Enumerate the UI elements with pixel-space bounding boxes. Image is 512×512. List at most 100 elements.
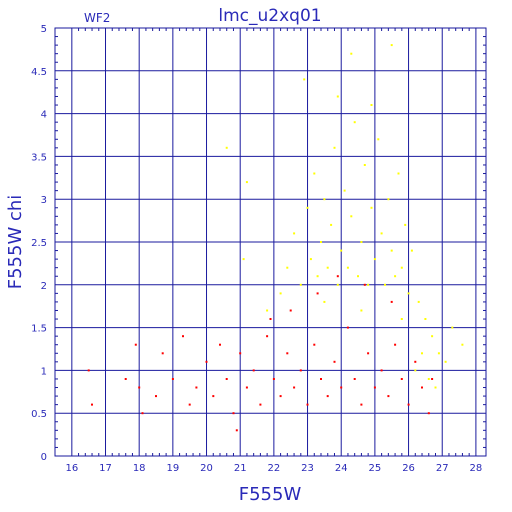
yellow-point xyxy=(350,52,353,55)
yellow-point xyxy=(286,266,289,269)
y-tick-labels: 0 0.5 1 1.5 2 2.5 3 3.5 4 4.5 5 xyxy=(31,24,47,463)
red-point xyxy=(390,300,393,303)
yellow-point xyxy=(404,223,407,226)
red-point xyxy=(407,403,410,406)
red-point xyxy=(87,369,90,372)
red-point xyxy=(380,369,383,372)
x-tick-label: 17 xyxy=(99,463,112,474)
yellow-point xyxy=(414,369,417,372)
yellow-point xyxy=(316,275,319,278)
red-point xyxy=(299,369,302,372)
yellow-point xyxy=(309,258,312,261)
red-point xyxy=(313,343,316,346)
yellow-point xyxy=(293,232,296,235)
yellow-point xyxy=(336,95,339,98)
yellow-point xyxy=(377,138,380,141)
red-point xyxy=(421,386,423,389)
red-point xyxy=(161,352,164,355)
red-point xyxy=(367,352,370,355)
y-tick-label: 1.5 xyxy=(31,324,47,335)
red-point xyxy=(336,275,339,278)
red-point xyxy=(141,412,144,415)
x-tick-labels: 16 17 18 19 20 21 22 23 24 25 26 27 28 xyxy=(65,463,482,474)
y-tick-label: 0 xyxy=(41,452,47,463)
y-tick-label: 3.5 xyxy=(31,152,47,163)
yellow-point xyxy=(380,232,383,235)
red-point xyxy=(427,412,430,415)
red-point xyxy=(232,412,235,415)
yellow-point xyxy=(410,249,413,252)
yellow-point xyxy=(346,266,349,269)
yellow-point xyxy=(397,172,400,175)
yellow-point xyxy=(225,146,228,149)
yellow-point xyxy=(303,78,306,81)
red-point xyxy=(205,360,208,363)
yellow-point xyxy=(340,249,343,252)
y-tick-label: 1 xyxy=(41,366,47,377)
yellow-point xyxy=(417,300,420,303)
yellow-point xyxy=(373,258,376,261)
yellow-point xyxy=(427,378,430,380)
x-tick-label: 21 xyxy=(234,463,247,474)
yellow-point xyxy=(400,318,403,320)
yellow-point xyxy=(266,309,269,312)
red-point xyxy=(182,335,184,338)
red-point xyxy=(91,403,93,406)
y-tick-label: 5 xyxy=(41,24,47,35)
plot-frame xyxy=(54,27,487,457)
yellow-point xyxy=(326,266,329,269)
red-point xyxy=(289,309,292,312)
red-point xyxy=(235,429,238,432)
red-point xyxy=(225,378,228,380)
yellow-point xyxy=(394,275,397,278)
yellow-point xyxy=(343,189,346,192)
x-tick-label: 18 xyxy=(133,463,146,474)
yellow-point xyxy=(353,121,356,124)
red-point xyxy=(363,283,366,286)
red-point xyxy=(394,343,397,346)
red-point xyxy=(219,343,221,346)
red-point xyxy=(252,369,255,372)
red-point xyxy=(124,378,127,380)
yellow-point xyxy=(400,266,403,269)
y-tick-label: 3 xyxy=(41,195,47,206)
y-tick-label: 4 xyxy=(41,110,47,121)
yellow-point xyxy=(421,352,423,355)
red-point xyxy=(346,326,349,329)
red-point xyxy=(326,395,329,398)
yellow-point xyxy=(333,146,336,149)
red-point xyxy=(306,403,309,406)
red-point xyxy=(212,395,215,398)
x-tick-label: 16 xyxy=(65,463,78,474)
x-tick-label: 23 xyxy=(301,463,314,474)
x-tick-label: 27 xyxy=(436,463,449,474)
yellow-point xyxy=(323,300,326,303)
red-point xyxy=(171,378,174,380)
yellow-point xyxy=(444,360,447,363)
yellow-point xyxy=(387,198,390,201)
y-tick-label: 0.5 xyxy=(31,409,47,420)
yellow-point xyxy=(245,181,248,184)
x-axis-label: F555W xyxy=(239,484,302,505)
yellow-point xyxy=(336,283,339,286)
red-point xyxy=(316,292,319,295)
red-point xyxy=(269,318,272,320)
red-point xyxy=(279,395,282,398)
chart-title: lmc_u2xq01 xyxy=(218,6,321,26)
yellow-point xyxy=(461,343,464,346)
red-point xyxy=(155,395,157,398)
red-point xyxy=(320,378,322,380)
yellow-point xyxy=(299,283,302,286)
yellow-point xyxy=(424,318,427,320)
yellow-point xyxy=(320,241,322,243)
yellow-point xyxy=(407,292,410,295)
yellow-point xyxy=(306,206,309,209)
x-tick-label: 25 xyxy=(369,463,382,474)
yellow-point xyxy=(360,241,363,243)
yellow-point xyxy=(367,283,370,286)
x-tick-label: 22 xyxy=(268,463,281,474)
red-point xyxy=(272,378,275,380)
yellow-point xyxy=(323,198,326,201)
red-point xyxy=(259,403,262,406)
red-point xyxy=(188,403,191,406)
